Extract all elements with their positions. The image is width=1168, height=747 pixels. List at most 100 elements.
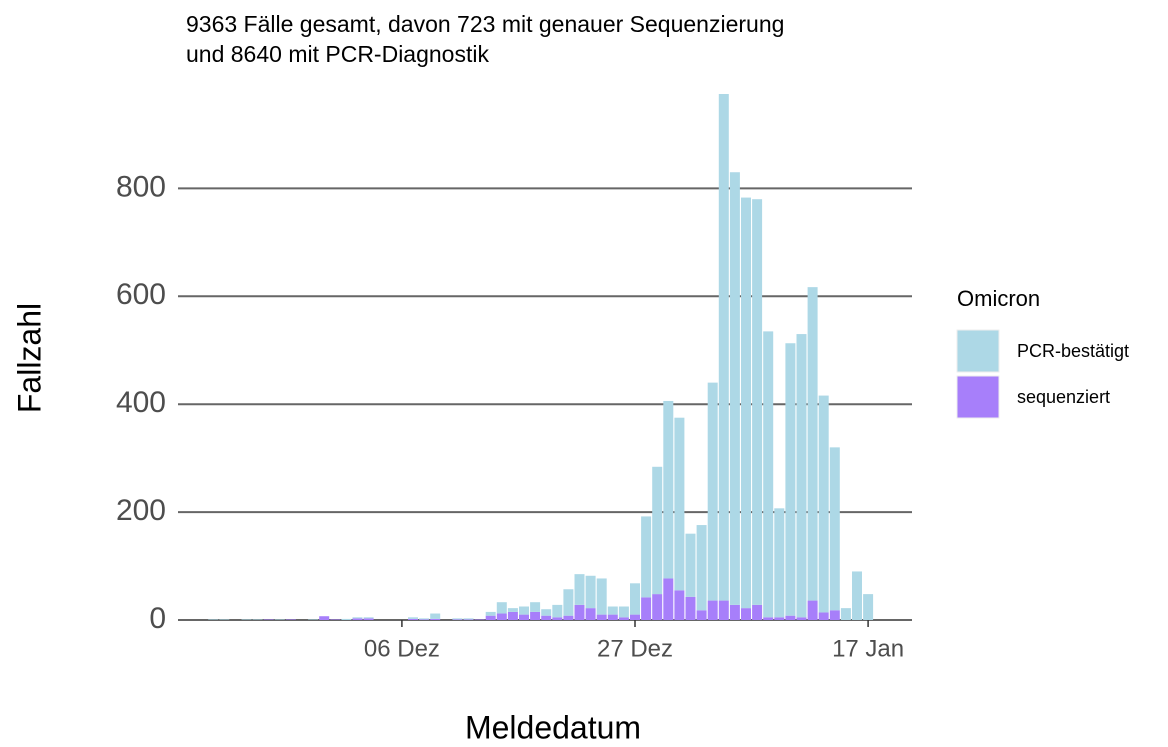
chart-title: 9363 Fälle gesamt, davon 723 mit genauer… <box>186 11 784 37</box>
bar <box>796 334 807 618</box>
bar <box>485 611 496 616</box>
y-tick-label: 0 <box>149 602 166 635</box>
bar <box>729 604 740 620</box>
y-tick-label: 200 <box>116 494 166 527</box>
y-tick-label: 600 <box>116 278 166 311</box>
bar <box>263 619 274 620</box>
bar <box>463 619 474 620</box>
bar <box>552 604 563 618</box>
bar <box>541 609 552 616</box>
x-tick-label: 27 Dez <box>597 635 673 662</box>
bar <box>641 516 652 598</box>
bar <box>630 583 640 615</box>
bar <box>852 571 862 620</box>
bar <box>807 600 818 620</box>
bar <box>430 613 441 619</box>
bar <box>563 615 574 620</box>
bar <box>774 508 785 618</box>
x-axis-label: Meldedatum <box>465 709 641 745</box>
bar <box>707 382 718 601</box>
bar <box>641 597 652 620</box>
bar <box>252 619 263 620</box>
bar <box>519 606 529 615</box>
bar <box>663 400 674 579</box>
bar <box>574 574 585 605</box>
bar <box>274 619 285 620</box>
bar <box>585 608 596 620</box>
bar <box>285 619 296 620</box>
bar <box>552 617 563 620</box>
bar <box>352 618 363 620</box>
bar <box>774 617 785 620</box>
bar <box>752 604 763 620</box>
bar <box>607 614 618 620</box>
bar <box>763 331 774 618</box>
bar <box>696 525 707 611</box>
bar <box>741 197 751 609</box>
legend-title: Omicron <box>957 286 1040 311</box>
bar <box>763 617 774 620</box>
x-tick-label: 06 Dez <box>364 635 440 662</box>
bar <box>829 447 840 611</box>
bar <box>785 343 796 616</box>
bar <box>596 614 607 620</box>
bar <box>319 616 330 620</box>
bar <box>496 613 507 620</box>
bar <box>463 618 474 620</box>
bar <box>541 615 552 620</box>
bar <box>596 578 607 615</box>
bar <box>818 395 829 613</box>
bar <box>663 578 674 620</box>
bar <box>363 618 374 620</box>
bar <box>674 417 685 591</box>
bar <box>408 618 418 620</box>
bar <box>507 608 518 612</box>
bar <box>208 619 219 620</box>
bar <box>530 611 541 620</box>
legend-key <box>956 375 1000 419</box>
legend-label: PCR-bestätigt <box>1017 341 1129 361</box>
bar <box>519 614 529 620</box>
bar <box>507 611 518 620</box>
bar <box>718 600 729 620</box>
chart-title: und 8640 mit PCR-Diagnostik <box>186 41 489 67</box>
bar <box>618 606 629 618</box>
bar <box>352 617 363 619</box>
bar <box>585 575 596 609</box>
bar <box>685 533 696 597</box>
y-tick-label: 400 <box>116 386 166 419</box>
bar <box>741 608 751 620</box>
bar <box>707 600 718 620</box>
bar <box>607 606 618 615</box>
bar <box>408 617 418 619</box>
bar <box>563 589 574 616</box>
bar <box>752 199 763 605</box>
bar <box>685 596 696 620</box>
x-tick-label: 17 Jan <box>832 635 904 662</box>
y-axis-label: Fallzahl <box>11 303 47 413</box>
bar <box>452 618 463 620</box>
bar <box>330 619 341 620</box>
bar <box>485 615 496 620</box>
bar <box>807 287 818 601</box>
bar <box>618 617 629 620</box>
bar <box>419 619 430 620</box>
bar <box>829 610 840 620</box>
bar <box>308 619 319 620</box>
bar <box>652 466 663 595</box>
bar <box>863 594 874 620</box>
bar <box>630 614 640 620</box>
bar <box>219 619 230 620</box>
bar <box>674 590 685 620</box>
legend-key <box>956 329 1000 373</box>
legend-label: sequenziert <box>1017 387 1110 407</box>
bar <box>696 610 707 620</box>
bar <box>430 618 441 620</box>
bar <box>530 602 541 612</box>
bar <box>474 619 485 620</box>
bar <box>363 617 374 619</box>
bar <box>652 594 663 620</box>
y-tick-label: 800 <box>116 170 166 203</box>
bar <box>796 617 807 620</box>
